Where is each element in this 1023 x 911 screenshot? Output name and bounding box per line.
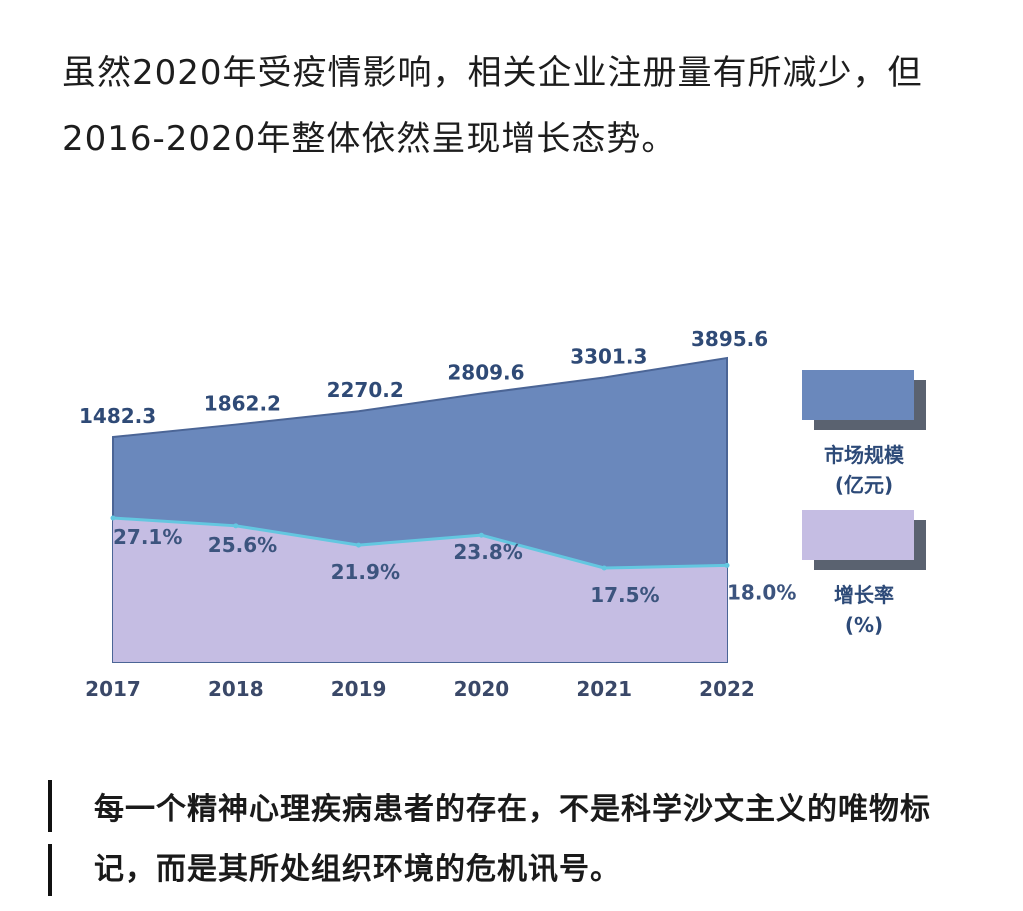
growth-point: [478, 532, 484, 538]
quote-bar: [48, 844, 52, 896]
growth-value-label: 18.0%: [727, 580, 796, 604]
legend-market-label: 市场规模: [824, 443, 904, 467]
growth-point: [356, 542, 362, 548]
market-growth-chart: 1482.3 1862.2 2270.2 2809.6 3301.3 3895.6 27.1…: [0, 300, 1023, 720]
legend-market-unit: (亿元): [834, 473, 894, 497]
legend-growth-unit: (%): [844, 613, 884, 637]
x-tick-label: 2018: [208, 677, 264, 701]
market-value-label: 3301.3: [570, 344, 647, 368]
growth-value-label: 21.9%: [331, 560, 400, 584]
growth-value-label: 17.5%: [590, 583, 659, 607]
growth-point: [233, 523, 239, 529]
market-value-label: 1862.2: [204, 392, 281, 416]
x-tick-label: 2019: [331, 677, 387, 701]
x-tick-label: 2022: [699, 677, 755, 701]
x-tick-label: 2017: [85, 677, 141, 701]
legend-growth-label: 增长率: [834, 583, 894, 607]
growth-point: [110, 515, 116, 521]
market-value-label: 3895.6: [691, 327, 768, 351]
growth-value-label: 23.8%: [453, 540, 522, 564]
legend-market-swatch: [802, 370, 926, 430]
area-chart-svg: 1482.3 1862.2 2270.2 2809.6 3301.3 3895.6 27.1…: [79, 327, 796, 701]
market-value-label: 1482.3: [79, 404, 156, 428]
legend-growth-swatch: [802, 510, 926, 570]
market-value-label: 2270.2: [327, 378, 404, 402]
x-tick-label: 2021: [576, 677, 632, 701]
growth-rate-area: [113, 518, 727, 662]
growth-point: [724, 562, 730, 568]
quote-text: 每一个精神心理疾病患者的存在，不是科学沙文主义的唯物标记，而是其所处组织环境的危…: [94, 792, 931, 887]
x-tick-label: 2020: [454, 677, 510, 701]
legend-growth-rate: 增长率 (%): [802, 510, 930, 640]
growth-value-label: 25.6%: [208, 533, 277, 557]
legend-market-size: 市场规模 (亿元): [802, 370, 930, 500]
intro-paragraph: 虽然2020年受疫情影响，相关企业注册量有所减少，但2016-2020年整体依然…: [62, 53, 923, 159]
growth-point: [601, 565, 607, 571]
growth-value-label: 27.1%: [113, 525, 182, 549]
market-value-label: 2809.6: [447, 361, 524, 385]
quote-bar: [48, 780, 52, 832]
growth-rate-line: [112, 516, 728, 570]
